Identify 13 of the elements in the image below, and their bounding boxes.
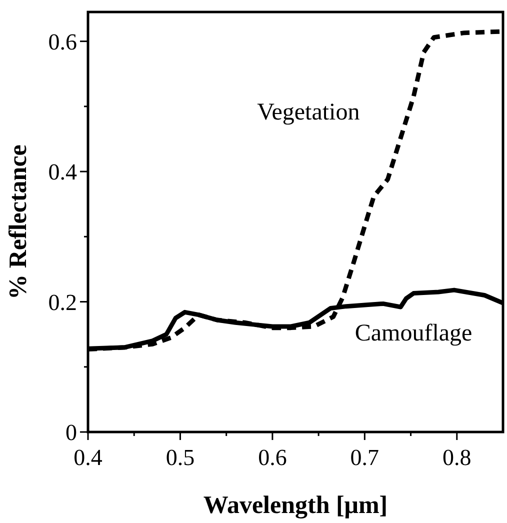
x-tick-label: 0.7 bbox=[350, 445, 380, 470]
x-tick-label: 0.6 bbox=[258, 445, 287, 470]
y-tick-label: 0.4 bbox=[48, 160, 78, 185]
series-label: Camouflage bbox=[354, 320, 472, 346]
x-axis-title: Wavelength [μm] bbox=[203, 492, 388, 519]
y-tick-label: 0 bbox=[66, 420, 77, 445]
y-tick-label: 0.6 bbox=[48, 29, 77, 54]
y-axis-title: % Reflectance bbox=[5, 144, 32, 300]
x-tick-label: 0.4 bbox=[74, 445, 103, 470]
x-tick-label: 0.5 bbox=[166, 445, 195, 470]
y-tick-label: 0.2 bbox=[48, 290, 77, 315]
x-tick-label: 0.8 bbox=[442, 445, 472, 470]
series-label: Vegetation bbox=[257, 99, 360, 126]
